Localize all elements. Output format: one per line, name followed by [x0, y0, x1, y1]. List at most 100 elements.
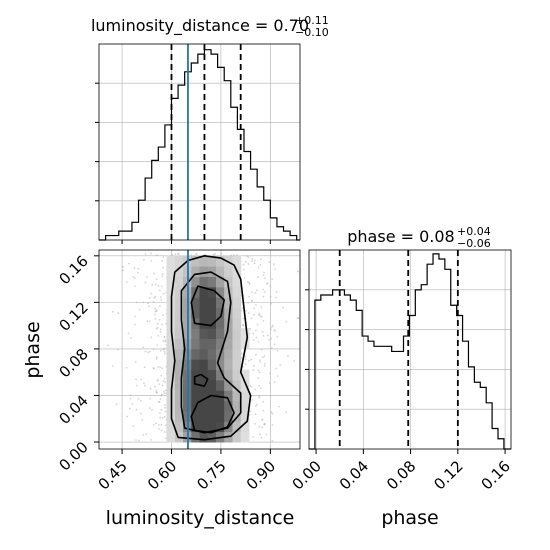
- joint-density-cell: [191, 411, 200, 422]
- joint-density-cell: [166, 348, 176, 360]
- joint-density-sample-point: [246, 255, 249, 258]
- joint-density-cell: [224, 266, 233, 277]
- joint-density-sample-point: [142, 434, 145, 436]
- joint-density-sample-point: [162, 340, 165, 342]
- joint-density-cell: [240, 400, 250, 412]
- joint-density-sample-point: [140, 399, 142, 402]
- joint-density-sample-point: [275, 296, 277, 299]
- joint-density-sample-point: [271, 440, 274, 442]
- joint-density-sample-point: [264, 277, 266, 280]
- joint-density-sample-point: [296, 270, 299, 273]
- joint-density-cell: [232, 380, 242, 391]
- joint-density-sample-point: [271, 412, 274, 415]
- joint-density-sample-point: [154, 385, 156, 388]
- joint-density-sample-point: [276, 349, 279, 352]
- joint-density-sample-point: [155, 356, 158, 359]
- joint-density-cell: [174, 317, 184, 329]
- joint-density-sample-point: [149, 397, 152, 400]
- joint-density-sample-point: [162, 266, 165, 269]
- joint-density-cell: [199, 276, 209, 288]
- joint-density-sample-point: [248, 281, 251, 284]
- joint-density-sample-point: [273, 381, 276, 384]
- joint-density-cell: [216, 286, 225, 298]
- joint-density-sample-point: [257, 266, 260, 269]
- joint-density-sample-point: [159, 328, 162, 331]
- joint-density-sample-point: [257, 276, 259, 278]
- joint-density-cell: [174, 369, 184, 381]
- joint-density-cell: [232, 431, 242, 443]
- joint-density-sample-point: [150, 252, 153, 255]
- joint-density-sample-point: [275, 290, 278, 293]
- joint-density-cell: [207, 380, 217, 391]
- joint-density-sample-point: [256, 289, 258, 291]
- joint-density-cell: [207, 431, 217, 443]
- joint-density-sample-point: [150, 260, 153, 262]
- joint-density-sample-point: [195, 253, 197, 256]
- joint-density-sample-point: [254, 388, 257, 391]
- phase-title-plus: +0.04: [457, 225, 491, 238]
- joint-density-sample-point: [159, 366, 161, 369]
- joint-density-cell: [224, 338, 233, 350]
- joint-density-sample-point: [162, 256, 165, 258]
- joint-density-frame: [98, 249, 301, 450]
- joint-density-sample-point: [190, 254, 193, 256]
- joint-density-sample-point: [135, 384, 138, 387]
- joint-density-sample-point: [155, 278, 158, 281]
- joint-density-cell: [232, 317, 242, 329]
- joint-density-cell: [166, 328, 176, 339]
- joint-density-sample-point: [163, 415, 166, 418]
- joint-density-cell: [166, 359, 176, 371]
- joint-density-sample-point: [243, 277, 246, 279]
- joint-density-sample-point: [287, 355, 289, 357]
- joint-density-sample-point: [131, 403, 134, 405]
- joint-density-sample-point: [269, 295, 272, 298]
- luminosity-distance-histogram-grid: [99, 44, 300, 240]
- joint-density-cell: [199, 266, 209, 277]
- joint-density-cell: [216, 317, 225, 329]
- joint-density-sample-point: [156, 322, 159, 325]
- joint-density-sample-point: [262, 320, 265, 322]
- joint-density-sample-point: [150, 336, 153, 339]
- joint-density-sample-point: [255, 329, 257, 332]
- joint-density-sample-point: [254, 292, 256, 294]
- joint-density-sample-point: [258, 371, 261, 374]
- joint-density-sample-point: [150, 292, 153, 295]
- joint-density-sample-point: [161, 367, 164, 369]
- joint-density-sample-point: [244, 358, 247, 361]
- luminosity-distance-histogram-bars: [99, 49, 300, 241]
- joint-density-sample-point: [152, 367, 155, 370]
- joint-density-cell: [191, 276, 200, 288]
- joint-density-cell: [216, 390, 225, 402]
- joint-density-sample-point: [128, 407, 131, 410]
- joint-density-sample-point: [155, 357, 158, 360]
- joint-density-sample-point: [171, 253, 174, 256]
- joint-density-cell: [216, 338, 225, 350]
- joint-density-sample-point: [273, 343, 276, 346]
- joint-density-sample-point: [270, 302, 272, 305]
- joint-density-cell: [199, 286, 209, 298]
- joint-density-sample-point: [258, 384, 260, 387]
- joint-density-sample-point: [259, 387, 262, 390]
- joint-density-sample-point: [245, 260, 247, 263]
- joint-density-sample-point: [135, 378, 138, 381]
- joint-density-sample-point: [159, 296, 162, 298]
- joint-density-sample-point: [156, 391, 159, 394]
- joint-density-cell: [232, 390, 242, 402]
- joint-density-sample-point: [161, 384, 164, 387]
- joint-density-sample-point: [163, 350, 166, 353]
- joint-density-cell: [199, 328, 209, 339]
- joint-density-cell: [207, 276, 217, 288]
- title-equals: =: [250, 16, 274, 35]
- joint-density-cell: [174, 338, 184, 350]
- joint-density-sample-point: [256, 323, 259, 326]
- joint-density-cell: [191, 359, 200, 371]
- joint-density-cell: [174, 380, 184, 391]
- joint-density-sample-point: [158, 423, 160, 426]
- joint-density-sample-point: [161, 273, 164, 275]
- joint-density-sample-point: [139, 412, 142, 415]
- joint-density-sample-point: [275, 367, 278, 370]
- joint-density-sample-point: [252, 436, 255, 438]
- joint-density-sample-point: [251, 257, 254, 260]
- joint-density-panel: 0.45 0.60 0.75 0.90 0.000.040.080.120.16 lu…: [22, 249, 301, 529]
- joint-density-cell: [191, 297, 200, 308]
